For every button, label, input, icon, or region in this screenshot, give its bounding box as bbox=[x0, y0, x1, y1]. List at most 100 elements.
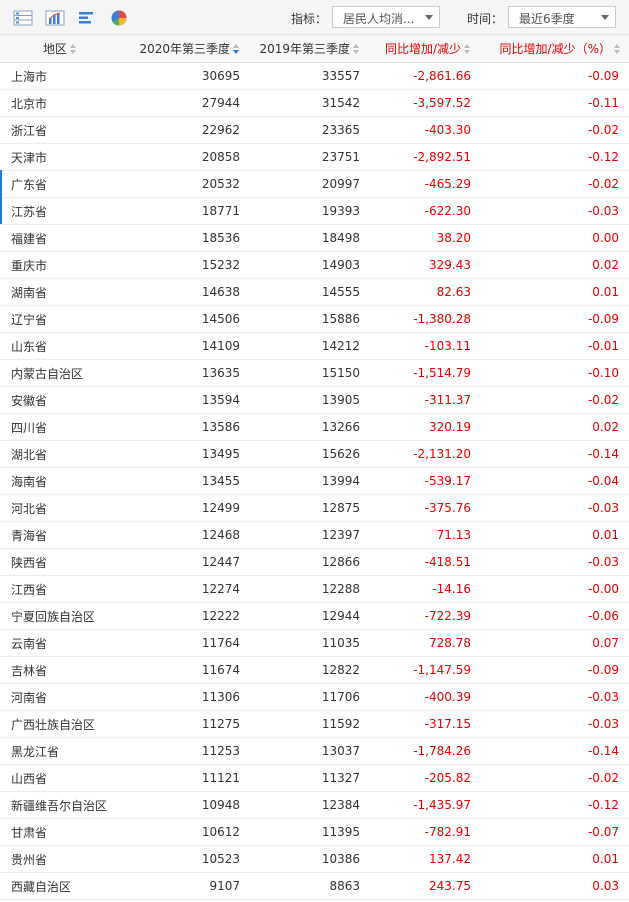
cell-yoy-change: -2,892.51 bbox=[360, 143, 471, 171]
cell-2019q3: 8863 bbox=[240, 872, 360, 900]
cell-region: 山西省 bbox=[0, 764, 120, 792]
time-select[interactable]: 最近6季度 bbox=[508, 6, 616, 28]
cell-2019q3: 12384 bbox=[240, 791, 360, 819]
cell-yoy-percent: -0.12 bbox=[471, 143, 629, 171]
table-row[interactable]: 吉林省 11674 12822 -1,147.59 -0.09 bbox=[0, 656, 629, 684]
column-header-region[interactable]: 地区 bbox=[0, 35, 120, 63]
row-highlight-marker bbox=[0, 170, 2, 224]
cell-yoy-percent: -0.11 bbox=[471, 89, 629, 117]
cell-yoy-change: -14.16 bbox=[360, 575, 471, 603]
cell-2019q3: 15886 bbox=[240, 305, 360, 333]
table-row[interactable]: 甘肃省 10612 11395 -782.91 -0.07 bbox=[0, 818, 629, 846]
table-row[interactable]: 四川省 13586 13266 320.19 0.02 bbox=[0, 413, 629, 441]
table-row[interactable]: 宁夏回族自治区 12222 12944 -722.39 -0.06 bbox=[0, 602, 629, 630]
cell-yoy-percent: -0.02 bbox=[471, 764, 629, 792]
cell-yoy-change: -3,597.52 bbox=[360, 89, 471, 117]
table-row[interactable]: 湖南省 14638 14555 82.63 0.01 bbox=[0, 278, 629, 306]
table-row[interactable]: 上海市 30695 33557 -2,861.66 -0.09 bbox=[0, 62, 629, 90]
cell-2020q3: 12447 bbox=[120, 548, 240, 576]
table-row[interactable]: 黑龙江省 11253 13037 -1,784.26 -0.14 bbox=[0, 737, 629, 765]
cell-yoy-percent: 0.02 bbox=[471, 413, 629, 441]
cell-2020q3: 11121 bbox=[120, 764, 240, 792]
table-row[interactable]: 湖北省 13495 15626 -2,131.20 -0.14 bbox=[0, 440, 629, 468]
indicator-select[interactable]: 居民人均消... bbox=[332, 6, 440, 28]
table-row[interactable]: 云南省 11764 11035 728.78 0.07 bbox=[0, 629, 629, 657]
table-row[interactable]: 内蒙古自治区 13635 15150 -1,514.79 -0.10 bbox=[0, 359, 629, 387]
sort-icon bbox=[614, 44, 621, 55]
cell-yoy-percent: -0.09 bbox=[471, 62, 629, 90]
cell-yoy-change: -539.17 bbox=[360, 467, 471, 495]
cell-yoy-change: -103.11 bbox=[360, 332, 471, 360]
column-header-2020q3[interactable]: 2020年第三季度 bbox=[120, 35, 240, 63]
table-row[interactable]: 山东省 14109 14212 -103.11 -0.01 bbox=[0, 332, 629, 360]
sort-desc-icon bbox=[233, 44, 240, 55]
table-row[interactable]: 江西省 12274 12288 -14.16 -0.00 bbox=[0, 575, 629, 603]
column-header-yoy-change[interactable]: 同比增加/减少 bbox=[360, 35, 471, 63]
cell-yoy-change: 329.43 bbox=[360, 251, 471, 279]
view-switcher bbox=[12, 9, 130, 27]
cell-yoy-percent: 0.01 bbox=[471, 845, 629, 873]
pie-chart-icon[interactable] bbox=[108, 9, 130, 27]
cell-2019q3: 13905 bbox=[240, 386, 360, 414]
cell-region: 黑龙江省 bbox=[0, 737, 120, 765]
table-row[interactable]: 青海省 12468 12397 71.13 0.01 bbox=[0, 521, 629, 549]
cell-2020q3: 11674 bbox=[120, 656, 240, 684]
table-row[interactable]: 贵州省 10523 10386 137.42 0.01 bbox=[0, 845, 629, 873]
bar-chart-icon[interactable] bbox=[44, 9, 66, 27]
cell-yoy-change: 320.19 bbox=[360, 413, 471, 441]
cell-2019q3: 23365 bbox=[240, 116, 360, 144]
cell-yoy-percent: 0.01 bbox=[471, 521, 629, 549]
time-select-value: 最近6季度 bbox=[519, 12, 575, 26]
table-row[interactable]: 海南省 13455 13994 -539.17 -0.04 bbox=[0, 467, 629, 495]
table-row[interactable]: 江苏省 18771 19393 -622.30 -0.03 bbox=[0, 197, 629, 225]
table-row[interactable]: 辽宁省 14506 15886 -1,380.28 -0.09 bbox=[0, 305, 629, 333]
cell-region: 河北省 bbox=[0, 494, 120, 522]
cell-2020q3: 20532 bbox=[120, 170, 240, 198]
table-row[interactable]: 新疆维吾尔自治区 10948 12384 -1,435.97 -0.12 bbox=[0, 791, 629, 819]
cell-2020q3: 11764 bbox=[120, 629, 240, 657]
cell-region: 辽宁省 bbox=[0, 305, 120, 333]
time-label: 时间： bbox=[467, 12, 504, 26]
cell-region: 浙江省 bbox=[0, 116, 120, 144]
column-header-2019q3[interactable]: 2019年第三季度 bbox=[240, 35, 360, 63]
cell-2019q3: 11395 bbox=[240, 818, 360, 846]
cell-2020q3: 22962 bbox=[120, 116, 240, 144]
cell-region: 山东省 bbox=[0, 332, 120, 360]
cell-yoy-percent: -0.00 bbox=[471, 575, 629, 603]
table-row[interactable]: 广西壮族自治区 11275 11592 -317.15 -0.03 bbox=[0, 710, 629, 738]
cell-2019q3: 19393 bbox=[240, 197, 360, 225]
table-row[interactable]: 浙江省 22962 23365 -403.30 -0.02 bbox=[0, 116, 629, 144]
cell-region: 云南省 bbox=[0, 629, 120, 657]
cell-yoy-change: -400.39 bbox=[360, 683, 471, 711]
horizontal-bar-icon[interactable] bbox=[76, 9, 98, 27]
cell-2020q3: 10612 bbox=[120, 818, 240, 846]
table-view-icon[interactable] bbox=[12, 9, 34, 27]
cell-2020q3: 30695 bbox=[120, 62, 240, 90]
table-row[interactable]: 广东省 20532 20997 -465.29 -0.02 bbox=[0, 170, 629, 198]
table-row[interactable]: 河南省 11306 11706 -400.39 -0.03 bbox=[0, 683, 629, 711]
table-row[interactable]: 河北省 12499 12875 -375.76 -0.03 bbox=[0, 494, 629, 522]
cell-yoy-change: 71.13 bbox=[360, 521, 471, 549]
cell-2020q3: 12468 bbox=[120, 521, 240, 549]
cell-2019q3: 11706 bbox=[240, 683, 360, 711]
cell-yoy-change: -1,784.26 bbox=[360, 737, 471, 765]
cell-yoy-change: -782.91 bbox=[360, 818, 471, 846]
cell-yoy-change: -375.76 bbox=[360, 494, 471, 522]
cell-yoy-percent: 0.07 bbox=[471, 629, 629, 657]
cell-yoy-percent: -0.03 bbox=[471, 494, 629, 522]
table-row[interactable]: 山西省 11121 11327 -205.82 -0.02 bbox=[0, 764, 629, 792]
cell-yoy-change: -317.15 bbox=[360, 710, 471, 738]
table-row[interactable]: 陕西省 12447 12866 -418.51 -0.03 bbox=[0, 548, 629, 576]
cell-region: 吉林省 bbox=[0, 656, 120, 684]
table-row[interactable]: 福建省 18536 18498 38.20 0.00 bbox=[0, 224, 629, 252]
cell-yoy-change: -311.37 bbox=[360, 386, 471, 414]
cell-yoy-percent: -0.02 bbox=[471, 386, 629, 414]
table-row[interactable]: 重庆市 15232 14903 329.43 0.02 bbox=[0, 251, 629, 279]
cell-2020q3: 13594 bbox=[120, 386, 240, 414]
table-row[interactable]: 安徽省 13594 13905 -311.37 -0.02 bbox=[0, 386, 629, 414]
table-row[interactable]: 西藏自治区 9107 8863 243.75 0.03 bbox=[0, 872, 629, 900]
table-row[interactable]: 北京市 27944 31542 -3,597.52 -0.11 bbox=[0, 89, 629, 117]
column-header-yoy-percent[interactable]: 同比增加/减少（%） bbox=[471, 35, 629, 63]
cell-2019q3: 12944 bbox=[240, 602, 360, 630]
table-row[interactable]: 天津市 20858 23751 -2,892.51 -0.12 bbox=[0, 143, 629, 171]
